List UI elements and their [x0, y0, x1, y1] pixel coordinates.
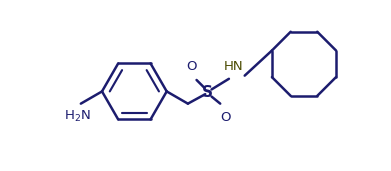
Text: O: O	[186, 60, 196, 73]
Text: S: S	[202, 85, 213, 100]
Text: H$_2$N: H$_2$N	[64, 109, 91, 124]
Text: HN: HN	[224, 60, 244, 73]
Text: O: O	[221, 111, 231, 124]
